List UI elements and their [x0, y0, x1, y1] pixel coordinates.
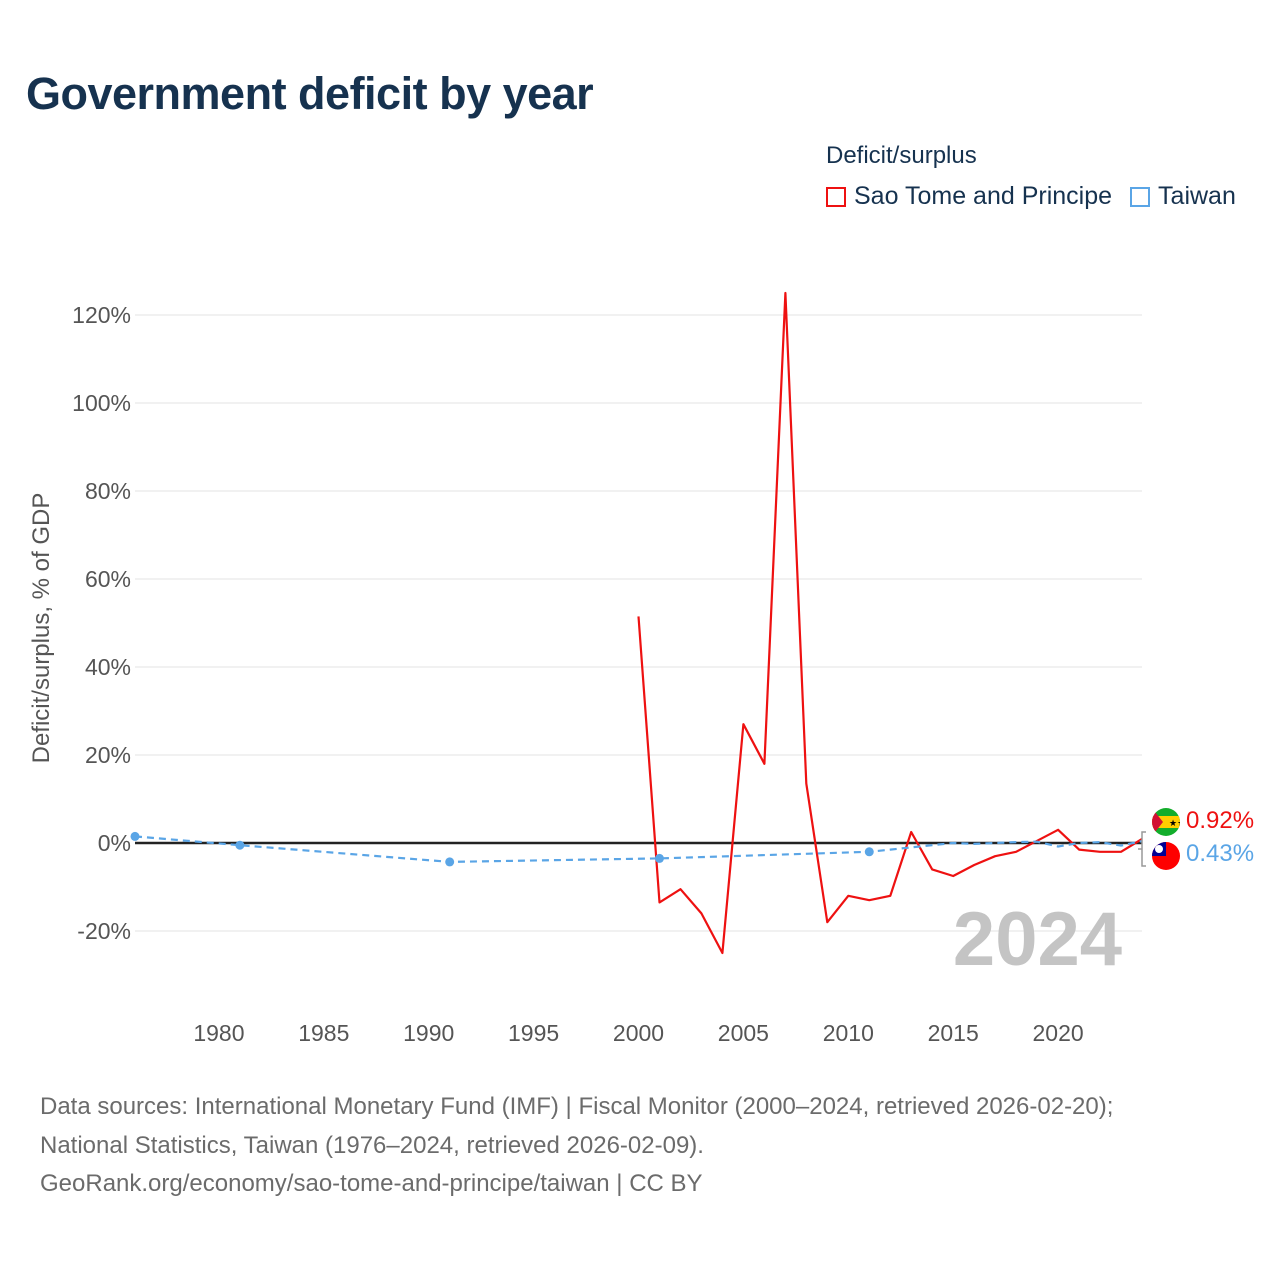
y-tick-label: 60% — [85, 566, 131, 592]
series-line-sao-tome[interactable] — [637, 291, 1143, 955]
legend-item-sao-tome[interactable]: Sao Tome and Principe — [826, 182, 1112, 211]
marker-layer — [130, 831, 874, 867]
footer-source-line-2: National Statistics, Taiwan (1976–2024, … — [40, 1131, 704, 1159]
taiwan-flag-icon — [1152, 842, 1180, 870]
y-tick-label: 40% — [85, 654, 131, 680]
end-marker-layer: ★★ — [1138, 808, 1185, 870]
x-tick-label: 2010 — [823, 1020, 874, 1046]
y-tick-label: 100% — [72, 390, 131, 416]
svg-text:★★: ★★ — [1169, 819, 1185, 829]
y-tick-label: 80% — [85, 478, 131, 504]
x-tick-label: 2000 — [613, 1020, 664, 1046]
footer-source-line-1: Data sources: International Monetary Fun… — [40, 1093, 1114, 1120]
legend-label-taiwan: Taiwan — [1158, 182, 1236, 210]
sao-tome-flag-icon: ★★ — [1152, 808, 1185, 836]
data-point[interactable] — [654, 853, 664, 863]
x-tick-label: 2015 — [928, 1020, 979, 1046]
x-tick-label: 1995 — [508, 1020, 559, 1046]
end-label-sao-tome: 0.92% — [1186, 807, 1255, 834]
x-tick-label: 1990 — [403, 1020, 454, 1046]
y-tick-label: 0% — [98, 830, 131, 856]
legend-swatch-sao-tome — [826, 186, 846, 207]
end-label-taiwan: 0.43% — [1186, 840, 1255, 867]
x-tick-label: 2020 — [1032, 1020, 1083, 1046]
axis-layer: -20% 0% 20% 40% 60% 80% 100% 120% 1980 1985 1990 19… — [72, 302, 1142, 1046]
y-tick-label: 20% — [85, 742, 131, 768]
legend: Deficit/surplus Sao Tome and Principe Ta… — [826, 142, 1254, 211]
x-tick-label: 1980 — [193, 1020, 244, 1046]
data-point[interactable] — [235, 840, 245, 850]
legend-item-taiwan[interactable]: Taiwan — [1130, 182, 1236, 211]
x-tick-label: 1985 — [298, 1020, 349, 1046]
footer: Data sources: International Monetary Fun… — [40, 1088, 1113, 1204]
series-layer — [134, 291, 1143, 955]
y-tick-label: -20% — [77, 918, 131, 944]
y-tick-label: 120% — [72, 302, 131, 328]
x-tick-label: 2005 — [718, 1020, 769, 1046]
data-point[interactable] — [445, 857, 455, 867]
end-label-bracket — [1138, 831, 1146, 867]
grid-layer — [135, 314, 1142, 932]
data-point[interactable] — [864, 847, 874, 857]
chart-title: Government deficit by year — [26, 68, 594, 119]
footer-attribution[interactable]: GeoRank.org/economy/sao-tome-and-princip… — [40, 1170, 703, 1197]
data-point[interactable] — [130, 831, 140, 841]
year-watermark: 2024 — [952, 897, 1122, 982]
legend-swatch-taiwan — [1130, 186, 1151, 207]
legend-label-sao-tome: Sao Tome and Principe — [854, 182, 1113, 210]
series-line-taiwan[interactable] — [134, 835, 1143, 864]
legend-title: Deficit/surplus — [826, 142, 977, 169]
